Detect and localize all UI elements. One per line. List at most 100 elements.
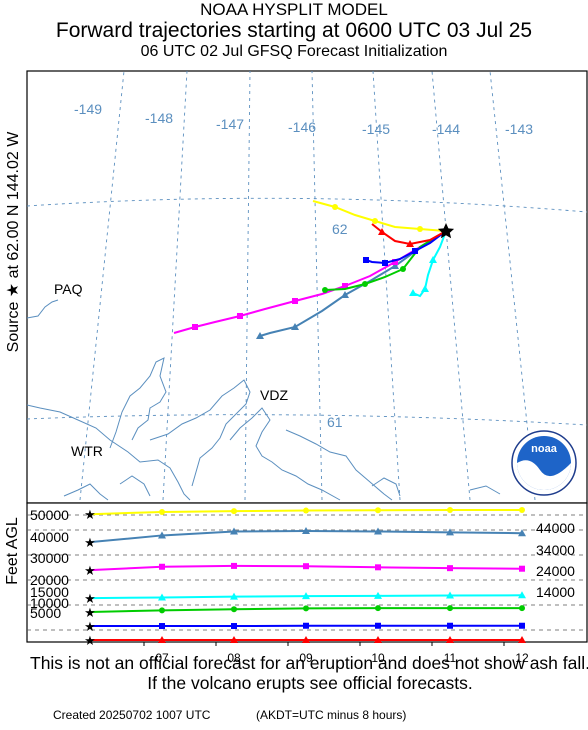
right-tick-label: 14000 [536,584,575,600]
trajectory-point [192,324,198,330]
page-title: Forward trajectories starting at 0600 UT… [55,19,533,42]
height-point [519,605,525,612]
height-point [447,605,453,612]
model-title: NOAA HYSPLIT MODEL [200,0,388,19]
trajectory-point [237,313,243,319]
height-point [303,507,309,514]
height-panel-frame [26,502,588,643]
left-tick-label: 40000 [30,529,69,545]
height-point [375,605,381,612]
disclaimer-text: This is not an official forecast for an … [30,653,588,693]
left-tick-label: 5000 [30,605,61,621]
x-tick-label: 09 [299,651,313,665]
height-point [159,623,165,630]
trajectory-point [400,266,406,272]
start-star-icon: ★ [84,605,96,620]
trajectory-point [429,256,437,263]
height-point [231,606,237,613]
height-point [303,605,309,612]
height-point [446,528,454,536]
x-tick-label: 08 [227,651,241,665]
trajectory-line [371,223,447,246]
height-point [159,563,165,570]
trajectory-line [412,230,447,298]
height-point [519,565,525,572]
trajectory-point [417,226,423,232]
trajectory-point [406,240,414,247]
time-zone-note: (AKDT=UTC minus 8 hours) [256,708,407,722]
trajectory-point [322,287,328,293]
trajectory-line [324,230,447,291]
trajectory-line [365,230,447,265]
height-point [446,591,454,599]
lon-labels: -149 -148 -147 -146 -145 -144 -143 62 61 [74,101,533,430]
trajectory-point [421,285,429,292]
left-tick-label: 10000 [30,595,69,611]
lon-label: -144 [432,121,460,137]
source-star-icon [437,223,455,239]
trajectory-point [391,262,399,269]
noaa-logo-text: noaa [531,443,558,455]
created-timestamp: Created 20250702 1007 UTC [53,708,211,722]
height-point [447,565,453,572]
height-point [519,622,525,629]
lon-label: -146 [288,119,316,135]
left-tick-label: 20000 [30,572,69,588]
noaa-logo: noaa [511,430,577,496]
place-label: VDZ [260,387,288,403]
height-point [518,529,526,537]
start-star-icon: ★ [84,535,96,550]
left-tick-label: 30000 [30,550,69,566]
height-point [231,623,237,630]
trajectory-point [291,323,299,330]
height-point [375,507,381,514]
start-star-icon: ★ [84,633,96,648]
height-point [518,636,526,643]
lon-label: -147 [216,116,244,132]
trajectory-point [332,204,338,210]
start-star-icon: ★ [84,507,96,522]
height-point [230,527,238,535]
left-tick-label: 50000 [30,507,69,523]
height-point [230,592,238,600]
height-point [231,508,237,515]
trajectory-point [292,298,298,304]
x-tick-label: 10 [371,651,385,665]
trajectory-point [256,332,264,339]
place-label: PAQ [54,281,83,297]
height-series: ★★★★★★★ [84,507,526,648]
x-tick-label: 11 [444,651,457,665]
map-graticule [26,70,588,501]
height-point [231,562,237,569]
height-point [375,564,381,571]
map-frame [26,70,588,504]
place-labels: PAQ VDZ WTR [54,281,288,459]
height-point [158,636,166,643]
trajectory-point [378,228,386,235]
trajectory-point [409,289,417,296]
height-point [159,607,165,614]
right-tick-label: 34000 [536,542,575,558]
trajectory-point [392,259,398,265]
height-point [302,526,310,534]
lat-label: 61 [327,414,343,430]
trajectory-point [341,291,349,298]
height-point [446,636,454,643]
height-point [158,593,166,601]
right-tick-label: 44000 [536,520,575,536]
trajectory-point [412,248,418,254]
height-point [158,531,166,539]
place-label: WTR [71,443,103,459]
height-point [375,622,381,629]
height-point [447,507,453,513]
height-point [302,636,310,643]
coastline [26,299,501,501]
trajectory-lines [173,200,447,339]
lon-label: -143 [505,121,533,137]
x-tick-label: 07 [155,651,169,665]
height-point [519,507,525,513]
height-point [447,622,453,629]
lat-label: 62 [332,221,348,237]
